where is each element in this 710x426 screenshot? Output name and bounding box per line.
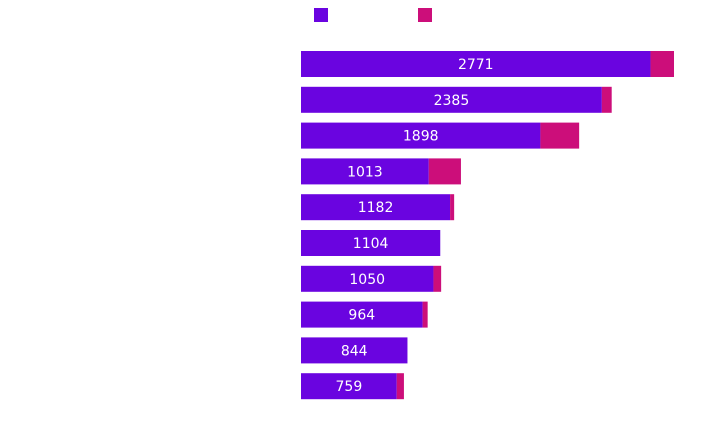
bar-series2-row2: [601, 86, 612, 113]
bar-series1-row2: [301, 86, 602, 113]
bar-series1-row1: [301, 51, 651, 77]
bar-series1-row3: [301, 122, 541, 149]
bar-series2-row3: [540, 122, 580, 149]
bar-value-label: 964: [348, 308, 375, 324]
bar-series2-row4: [428, 158, 461, 185]
bar-series1-row10: [301, 373, 397, 400]
bar-value-label: 1013: [347, 164, 383, 180]
data-labels: 2771 2385 1898 1013 1182 1104 1050 964 844 759: [336, 57, 494, 395]
bar-series2-row8: [422, 301, 428, 328]
bar-series2-row5: [450, 194, 455, 221]
legend: [314, 8, 432, 22]
legend-swatch-2: [418, 8, 432, 22]
bar-series2-row1: [650, 51, 674, 77]
bar-value-label: 1104: [353, 236, 389, 252]
bar-series1-row8: [301, 301, 423, 328]
bar-value-label: 1182: [358, 200, 394, 216]
bar-series1-row4: [301, 158, 429, 185]
bar-value-label: 2385: [434, 93, 470, 109]
bar-series1-row7: [301, 265, 434, 292]
bar-series1-row5: [301, 194, 451, 221]
bar-value-label: 1898: [403, 129, 439, 145]
bar-series2-row10: [396, 373, 404, 400]
bar-series1-row9: [301, 337, 408, 364]
bar-value-label: 759: [336, 379, 363, 395]
bars: [301, 51, 674, 400]
bar-value-label: 2771: [458, 57, 494, 73]
bar-series1-row6: [301, 230, 441, 256]
bar-value-label: 844: [341, 343, 368, 359]
bar-series2-row7: [433, 265, 442, 292]
legend-swatch-1: [314, 8, 328, 22]
bar-value-label: 1050: [349, 272, 385, 288]
